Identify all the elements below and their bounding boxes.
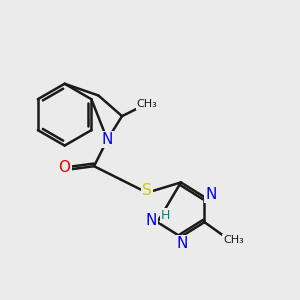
- Text: S: S: [142, 183, 152, 198]
- Text: H: H: [161, 209, 170, 222]
- Text: CH₃: CH₃: [223, 235, 244, 245]
- Text: N: N: [145, 213, 157, 228]
- Text: CH₃: CH₃: [137, 99, 158, 110]
- Text: N: N: [205, 187, 217, 202]
- Text: O: O: [58, 160, 70, 175]
- Text: N: N: [102, 132, 113, 147]
- Text: N: N: [177, 236, 188, 251]
